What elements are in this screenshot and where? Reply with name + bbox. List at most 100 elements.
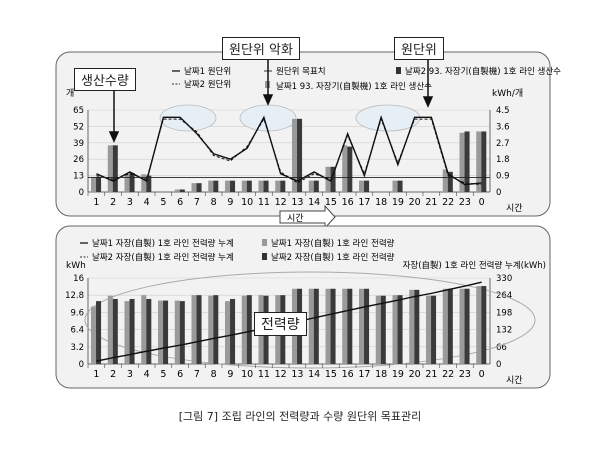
- top-xtick-label: 10: [241, 197, 253, 208]
- bot-xtick-label: 0: [479, 369, 485, 380]
- chart-bottom-legend-2: 날짜2 자장(自製) 1호 라인 전력량 누계: [92, 252, 234, 263]
- top-bar-s0-8: [208, 180, 214, 192]
- top-ytick-label: 52: [73, 122, 84, 132]
- chart-bottom-highlight: [84, 271, 536, 369]
- bot-bar-s1-7: [196, 295, 202, 364]
- top-xtick-label: 7: [194, 197, 200, 208]
- top-bar-s1-17: [364, 180, 370, 192]
- bot-xtick-label: 20: [409, 369, 421, 380]
- top-bar-s1-9: [230, 180, 236, 192]
- top-xtick-label: 14: [308, 197, 320, 208]
- bot-bar-s0-8: [208, 295, 214, 364]
- bot-bar-s0-18: [375, 295, 381, 364]
- bot-bar-s1-9: [230, 298, 236, 364]
- top-y2tick-label: 0.9: [496, 172, 510, 182]
- bot-bar-s0-10: [241, 295, 247, 364]
- bot-xtick-label: 19: [392, 369, 404, 380]
- chart-top-highlight-oval: [239, 104, 297, 132]
- chart-bottom-bars: [91, 286, 487, 364]
- bot-bar-s1-15: [330, 288, 336, 364]
- bot-bar-s0-15: [325, 288, 331, 364]
- bot-xtick-label: 6: [177, 369, 183, 380]
- top-bar-s1-19: [397, 180, 403, 192]
- top-bar-s1-7: [196, 183, 202, 192]
- bot-y2tick-label: 66: [496, 343, 507, 353]
- top-xtick-label: 17: [358, 197, 370, 208]
- top-xtick-label: 23: [459, 197, 471, 208]
- bot-bar-s0-7: [191, 295, 197, 364]
- top-bar-s0-2: [107, 145, 113, 192]
- top-bar-s0-23: [459, 132, 465, 192]
- chart-top-ylabel: 개: [66, 88, 74, 99]
- bot-xtick-label: 1: [93, 369, 99, 380]
- top-bar-s0-14: [308, 180, 314, 192]
- top-xtick-label: 18: [375, 197, 387, 208]
- bot-xtick-label: 21: [425, 369, 437, 380]
- top-xtick-label: 6: [177, 197, 183, 208]
- top-bar-s1-10: [246, 180, 252, 192]
- chart-top-bars: [91, 118, 487, 192]
- top-bar-s1-14: [313, 180, 319, 192]
- bot-y2tick-label: 330: [496, 274, 512, 284]
- bot-bar-s1-16: [347, 288, 353, 364]
- top-bar-s1-3: [129, 173, 135, 192]
- top-bar-s1-6: [179, 189, 185, 192]
- bot-bar-s0-20: [409, 289, 415, 364]
- bot-bar-s0-23: [459, 288, 465, 364]
- top-bar-s0-13: [292, 118, 298, 192]
- top-y2tick-label: 1.8: [496, 155, 510, 165]
- bot-bar-s0-14: [308, 288, 314, 364]
- bot-xtick-label: 12: [275, 369, 287, 380]
- bot-bar-s0-6: [174, 300, 180, 364]
- top-bar-s1-11: [263, 180, 269, 192]
- bot-xtick-label: 9: [227, 369, 233, 380]
- top-bar-s1-23: [464, 131, 470, 192]
- bot-y2tick-label: 0: [496, 360, 501, 370]
- top-bar-s0-17: [359, 180, 365, 192]
- bot-y2tick-label: 132: [496, 326, 512, 336]
- bot-bar-s1-5: [163, 300, 169, 364]
- chart-bottom-xlabel: 시간: [506, 375, 523, 386]
- bot-bar-s1-17: [364, 288, 370, 364]
- bot-bar-s1-18: [380, 295, 386, 364]
- chart-top-legend-0: 날짜1 원단위: [184, 66, 231, 77]
- bot-xtick-label: 11: [258, 369, 270, 380]
- bot-bar-s1-4: [146, 298, 152, 364]
- bot-bar-s1-14: [313, 288, 319, 364]
- top-xtick-label: 16: [342, 197, 354, 208]
- top-xtick-label: 13: [291, 197, 303, 208]
- chart-bottom-legend-3: 날짜2 자장(自製) 1호 라인 전력량: [271, 252, 395, 263]
- top-y2tick-label: 2.7: [496, 139, 510, 149]
- top-line-1: [96, 117, 482, 186]
- bot-xtick-label: 8: [211, 369, 217, 380]
- bot-bar-s0-0: [476, 286, 482, 364]
- top-xtick-label: 21: [425, 197, 437, 208]
- bot-bar-s1-6: [179, 301, 185, 364]
- bot-bar-s0-3: [124, 301, 130, 364]
- callout-power: 전력량: [254, 312, 307, 336]
- top-bar-s0-10: [241, 180, 247, 192]
- bot-xtick-label: 22: [442, 369, 454, 380]
- bot-bar-s0-9: [225, 301, 231, 364]
- bot-xtick-label: 16: [342, 369, 354, 380]
- chart-top-x-axis: 1 2 3 4 5 6 7 8 9 10 11 12 13 14 15 16 17 18 19 20 21 22 23 0: [87, 192, 485, 208]
- top-y2tick-label: 4.5: [496, 106, 510, 116]
- top-y2tick-label: 0: [496, 188, 501, 198]
- bot-ytick-label: 9.6: [70, 308, 84, 318]
- time-arrow-label: 시간: [287, 213, 304, 224]
- top-bar-s0-12: [275, 180, 281, 192]
- figure-caption: [그림 7] 조립 라인의 전력량과 수량 원단위 목표관리: [178, 410, 422, 423]
- bot-bar-s0-21: [426, 295, 432, 364]
- bot-ytick-label: 12.8: [65, 291, 84, 301]
- top-bar-s1-8: [213, 180, 219, 192]
- top-bar-s0-1: [91, 176, 97, 192]
- bot-bar-s1-1: [96, 301, 102, 364]
- chart-top-legend-1: 날짜2 원단위: [184, 79, 231, 90]
- top-xtick-label: 12: [275, 197, 287, 208]
- chart-bottom-y2label: 자장(自製) 1호 라인 전력량 누계(kWh): [403, 260, 546, 271]
- top-bar-s1-0: [481, 131, 487, 192]
- bot-bar-s0-2: [107, 295, 113, 364]
- chart-bottom-ylabel: kWh: [66, 261, 86, 271]
- top-bar-s1-22: [447, 171, 453, 192]
